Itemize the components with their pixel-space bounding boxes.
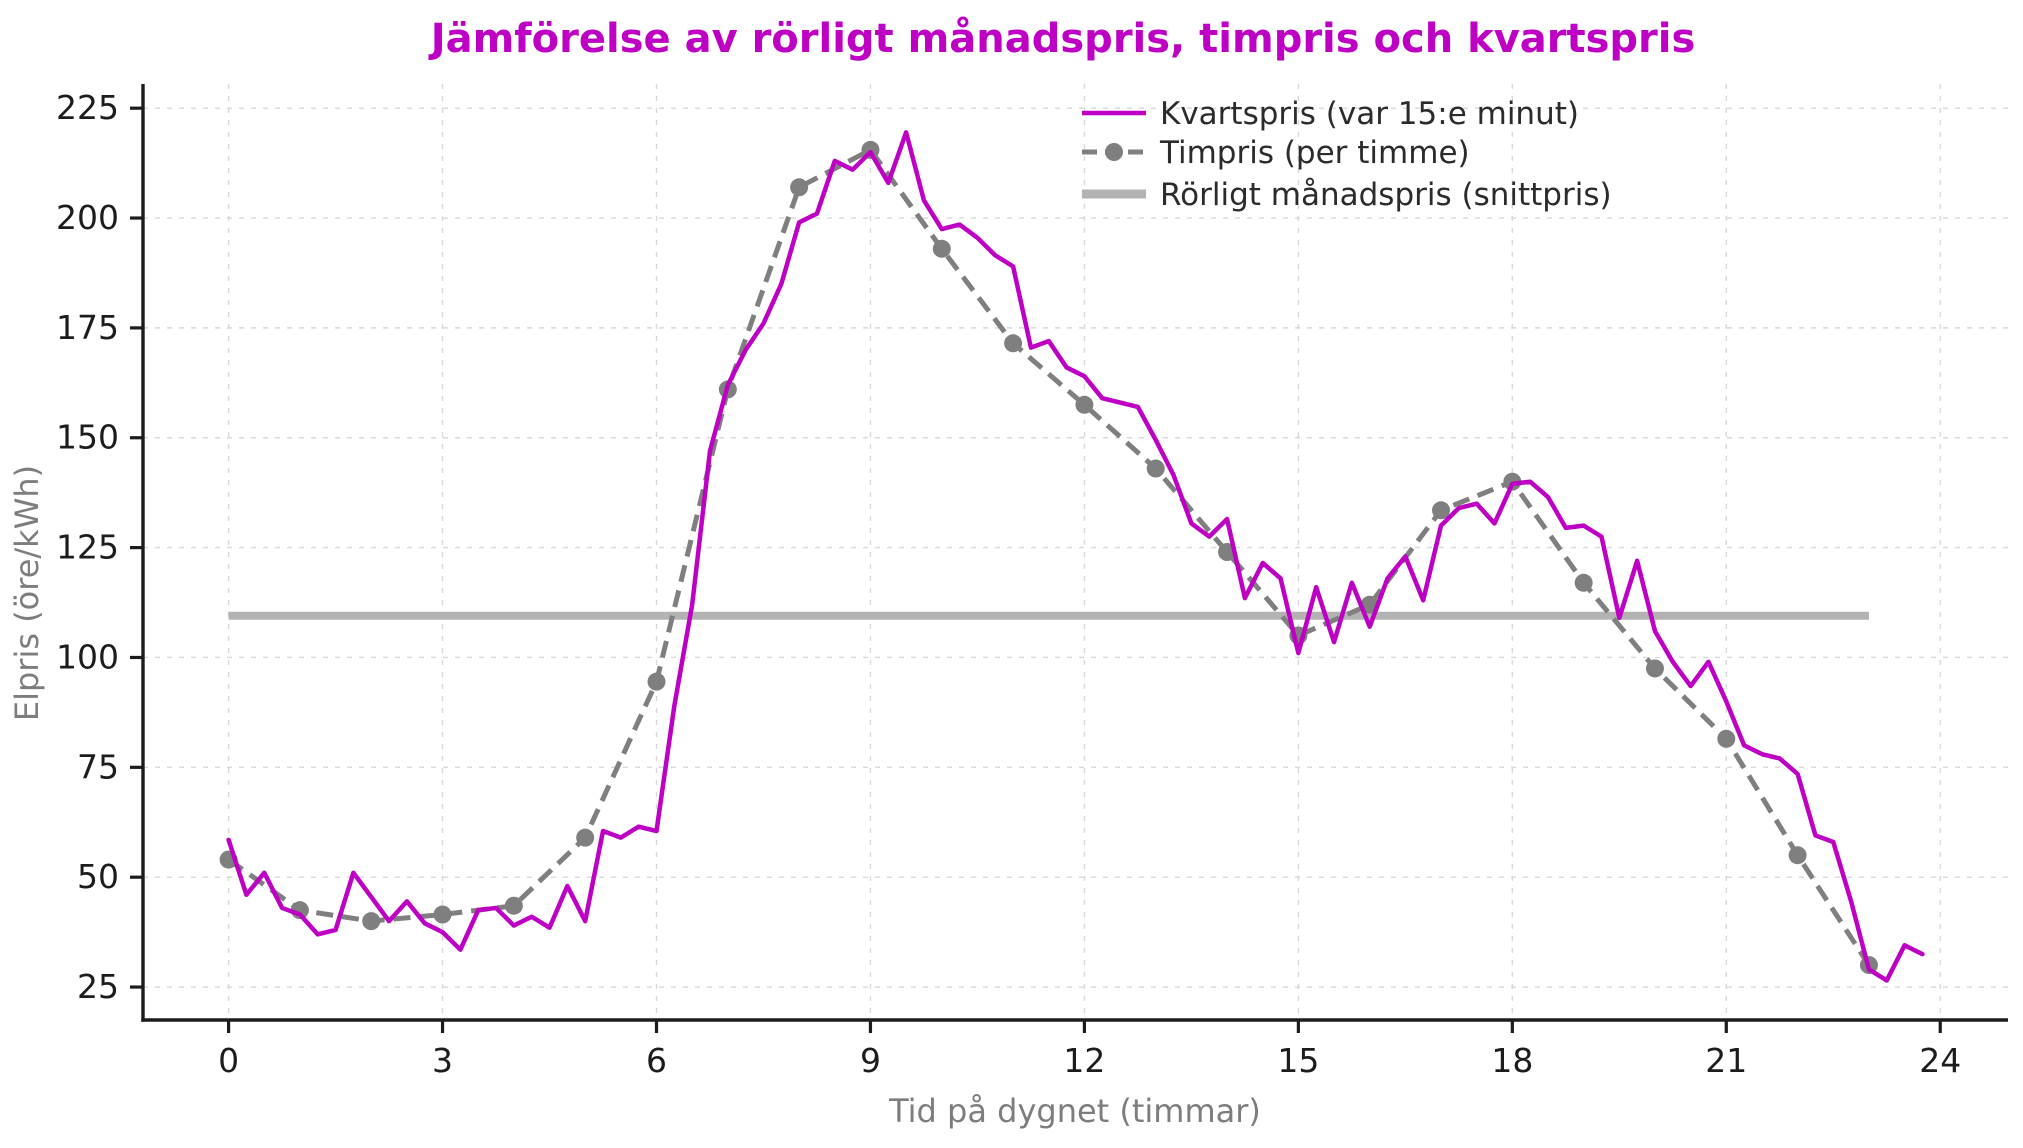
legend: Kvartspris (var 15:e minut) Timpris (per… (1082, 96, 1612, 213)
y-tick-label: 75 (77, 747, 119, 786)
timpris-marker (1432, 501, 1451, 520)
x-tick-label: 18 (1491, 1041, 1533, 1080)
legend-timpris-marker (1105, 143, 1123, 161)
timpris-marker (1146, 459, 1165, 478)
x-tick-label: 24 (1919, 1041, 1961, 1080)
timpris-marker (932, 239, 951, 258)
y-tick-label: 100 (56, 637, 119, 676)
axes (130, 84, 2008, 1033)
x-tick-label: 0 (218, 1041, 239, 1080)
x-tick-label: 15 (1277, 1041, 1319, 1080)
tick-labels: 0 3 6 9 12 15 18 21 24 25 50 75 100 125 150 175 200 225 (56, 88, 1961, 1080)
x-tick-label: 3 (432, 1041, 453, 1080)
grid-lines (143, 84, 2008, 1020)
y-tick-label: 50 (77, 857, 119, 896)
y-tick-label: 25 (77, 967, 119, 1006)
timpris-line (227, 147, 1872, 967)
y-tick-label: 175 (56, 308, 119, 347)
legend-timpris-label: Timpris (per timme) (1159, 135, 1470, 171)
y-tick-label: 150 (56, 418, 119, 457)
timpris-marker (576, 828, 595, 847)
timpris-marker (1075, 395, 1094, 414)
timpris-marker (790, 178, 809, 197)
series-layer (219, 130, 1925, 983)
timpris-marker (1788, 846, 1807, 865)
x-tick-label: 21 (1705, 1041, 1747, 1080)
y-tick-label: 125 (56, 528, 119, 567)
legend-manadspris-label: Rörligt månadspris (snittpris) (1160, 177, 1612, 213)
legend-kvartspris-label: Kvartspris (var 15:e minut) (1160, 96, 1579, 132)
timpris-marker (1004, 334, 1023, 353)
timpris-marker (362, 912, 381, 931)
x-tick-label: 9 (860, 1041, 881, 1080)
timpris-marker (1717, 729, 1736, 748)
timpris-marker (433, 905, 452, 924)
y-axis-label: Elpris (öre/kWh) (8, 465, 46, 721)
y-tick-label: 200 (56, 198, 119, 237)
x-tick-label: 6 (646, 1041, 667, 1080)
timpris-marker (1645, 659, 1664, 678)
x-axis-label: Tid på dygnet (timmar) (888, 1092, 1261, 1130)
timpris-marker (647, 672, 666, 691)
timpris-marker (1574, 573, 1593, 592)
x-tick-label: 12 (1063, 1041, 1105, 1080)
y-tick-label: 225 (56, 88, 119, 127)
chart-title: Jämförelse av rörligt månadspris, timpri… (428, 15, 1696, 62)
timpris-marker (504, 896, 523, 915)
kvartspris-line (226, 130, 1925, 983)
